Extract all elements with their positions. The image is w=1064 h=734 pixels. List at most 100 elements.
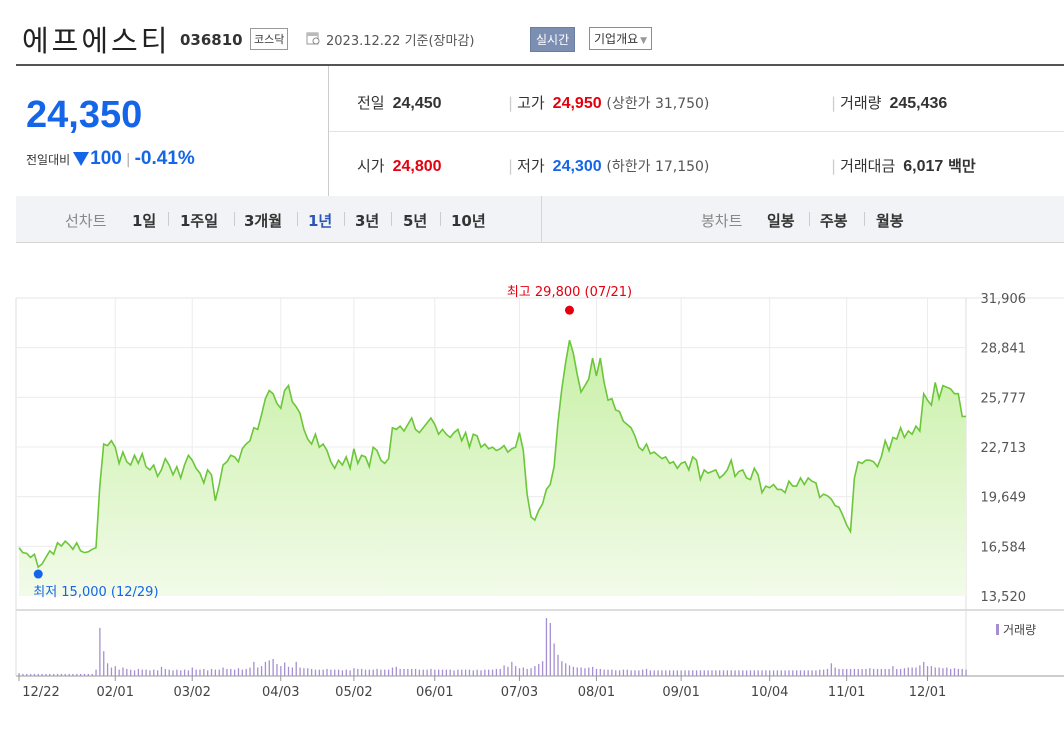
x-tick-label: 07/03 xyxy=(501,685,538,700)
divider: | xyxy=(125,152,131,168)
volume-bar xyxy=(950,668,952,676)
volume-bar xyxy=(253,661,255,676)
candle-monthly[interactable]: 월봉 xyxy=(876,212,904,230)
y-tick-label: 25,777 xyxy=(981,391,1027,406)
volume-bar xyxy=(384,669,386,676)
volume-bar xyxy=(79,673,82,676)
separator xyxy=(809,212,810,226)
volume-bar xyxy=(626,669,628,676)
upper-limit: (상한가 31,750) xyxy=(606,96,710,112)
volume-bar xyxy=(568,665,571,676)
volume-bar xyxy=(314,669,317,676)
period-1d[interactable]: 1일 xyxy=(132,212,157,230)
change-percent: -0.41% xyxy=(134,148,195,169)
volume-bar xyxy=(892,666,894,676)
volume-bar xyxy=(684,670,686,676)
volume-bar xyxy=(45,673,47,676)
period-1w[interactable]: 1주일 xyxy=(180,212,219,230)
stock-code: 036810 xyxy=(180,31,243,49)
volume-bar xyxy=(464,669,467,676)
volume-bar xyxy=(734,670,736,676)
volume-bar xyxy=(580,667,582,676)
volume-bar xyxy=(799,670,802,676)
volume-bar xyxy=(618,670,621,676)
volume-bar xyxy=(310,668,313,676)
down-triangle-icon xyxy=(73,152,90,166)
volume-bar xyxy=(453,670,455,676)
market-badge: 코스닥 xyxy=(250,28,289,50)
volume-bar xyxy=(126,668,128,676)
period-3y[interactable]: 3년 xyxy=(355,212,380,230)
volume-bar xyxy=(561,661,563,676)
volume-bar xyxy=(299,667,301,676)
volume-bar xyxy=(638,670,640,676)
volume-bar xyxy=(680,670,682,676)
volume-bar xyxy=(830,663,832,676)
volume-bar xyxy=(380,669,382,676)
volume-bar xyxy=(172,670,174,676)
volume-bar xyxy=(961,668,963,676)
volume-bar xyxy=(133,670,136,676)
volume-bar xyxy=(403,668,405,676)
candle-daily[interactable]: 일봉 xyxy=(767,212,795,230)
volume-bar xyxy=(665,670,667,676)
volume-bar xyxy=(168,669,170,676)
volume-bar xyxy=(695,670,698,676)
volume-bar xyxy=(642,669,644,676)
volume-bar xyxy=(445,669,448,676)
realtime-button[interactable]: 실시간 xyxy=(530,27,576,52)
volume-bar xyxy=(688,670,690,676)
volume-legend-label: 거래량 xyxy=(1003,623,1036,637)
volume-bar xyxy=(591,666,594,676)
high-cell: | 고가 24,950 (상한가 31,750) xyxy=(508,92,709,113)
volume-bar xyxy=(846,668,848,676)
volume-bar xyxy=(122,667,124,676)
volume-bar xyxy=(430,668,432,676)
volume-bar xyxy=(457,669,459,676)
volume-bar xyxy=(106,663,109,676)
volume-bar xyxy=(634,670,636,676)
period-5y[interactable]: 5년 xyxy=(403,212,428,230)
period-3m[interactable]: 3개월 xyxy=(244,212,283,230)
volume-bar xyxy=(753,670,755,676)
volume-bar xyxy=(942,668,944,676)
company-overview-dropdown[interactable]: 기업개요 ▼ xyxy=(589,27,653,50)
volume-bar xyxy=(72,673,74,676)
volume-bar xyxy=(195,669,197,676)
volume-bar xyxy=(826,668,829,676)
volume-bar xyxy=(776,670,779,676)
volume-bar xyxy=(233,669,236,676)
period-1y[interactable]: 1년 xyxy=(308,212,333,230)
prev-close-value: 24,450 xyxy=(392,95,442,112)
y-tick-label: 13,520 xyxy=(981,590,1027,605)
volume-bar xyxy=(268,660,270,676)
divider: | xyxy=(508,157,514,175)
volume-bar xyxy=(742,670,744,676)
volume-bar xyxy=(207,670,209,676)
volume-bar xyxy=(60,673,63,676)
volume-bar xyxy=(480,670,482,676)
volume-bar xyxy=(853,668,856,676)
volume-bar xyxy=(541,661,544,676)
separator xyxy=(440,212,441,226)
period-10y[interactable]: 10년 xyxy=(451,212,486,230)
separator xyxy=(344,212,345,226)
x-tick-label: 09/01 xyxy=(662,685,699,700)
volume-bar xyxy=(18,673,20,676)
volume-bar xyxy=(946,667,948,676)
candle-weekly[interactable]: 주봉 xyxy=(820,212,848,230)
volume-legend-swatch xyxy=(996,624,999,635)
change-value: 100 xyxy=(90,148,122,169)
line-chart-label: 선차트 xyxy=(65,212,107,230)
volume-bar xyxy=(118,669,120,676)
company-name: 에프에스티 xyxy=(22,24,171,58)
y-tick-label: 22,713 xyxy=(981,441,1027,456)
volume-bar xyxy=(368,669,371,676)
open-cell: 시가 24,800 xyxy=(357,155,442,176)
volume-bar xyxy=(907,667,909,676)
volume-bar xyxy=(784,670,786,676)
volume-bar xyxy=(99,627,101,676)
volume-bar xyxy=(711,670,713,676)
volume-bar xyxy=(187,670,190,676)
volume-bar xyxy=(611,669,613,676)
